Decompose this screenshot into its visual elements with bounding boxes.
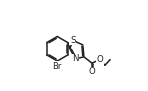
Text: O: O (96, 55, 103, 64)
Text: S: S (70, 36, 75, 45)
Text: N: N (72, 54, 79, 63)
Text: O: O (89, 67, 95, 76)
Text: Br: Br (53, 62, 62, 71)
